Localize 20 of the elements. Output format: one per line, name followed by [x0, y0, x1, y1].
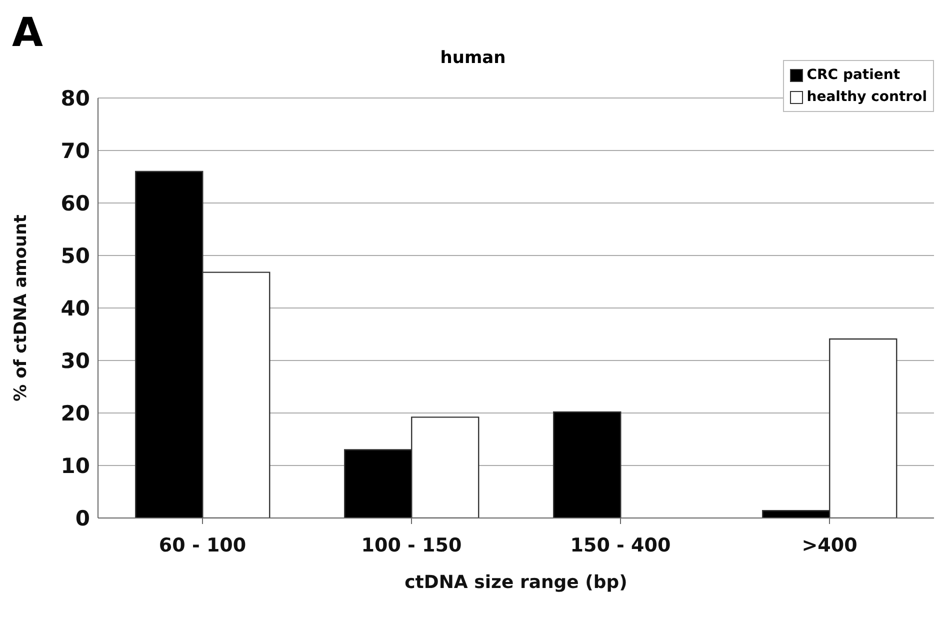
- y-axis-title: % of ctDNA amount: [11, 214, 32, 402]
- y-tick-label: 50: [60, 244, 90, 268]
- y-tick-label: 0: [75, 506, 90, 530]
- x-tick-label: >400: [802, 534, 858, 556]
- y-tick-label: 30: [60, 348, 90, 373]
- legend-label: healthy control: [806, 88, 927, 107]
- x-tick-label: 60 - 100: [158, 534, 246, 556]
- y-tick-label: 10: [60, 454, 90, 478]
- bar: [553, 411, 622, 518]
- y-tick-label: 80: [60, 86, 90, 110]
- y-tick-label: 20: [60, 401, 90, 426]
- x-tick-label: 100 - 150: [361, 534, 462, 556]
- y-tick-label: 70: [60, 138, 90, 163]
- x-axis-title: ctDNA size range (bp): [404, 572, 628, 593]
- y-tick-label: 40: [60, 296, 90, 320]
- x-tick-label: 150 - 400: [570, 534, 671, 556]
- text: A: [12, 10, 43, 56]
- y-tick-label: 60: [60, 191, 90, 216]
- legend-label: CRC patient: [806, 66, 900, 85]
- chart-title: human: [440, 48, 506, 68]
